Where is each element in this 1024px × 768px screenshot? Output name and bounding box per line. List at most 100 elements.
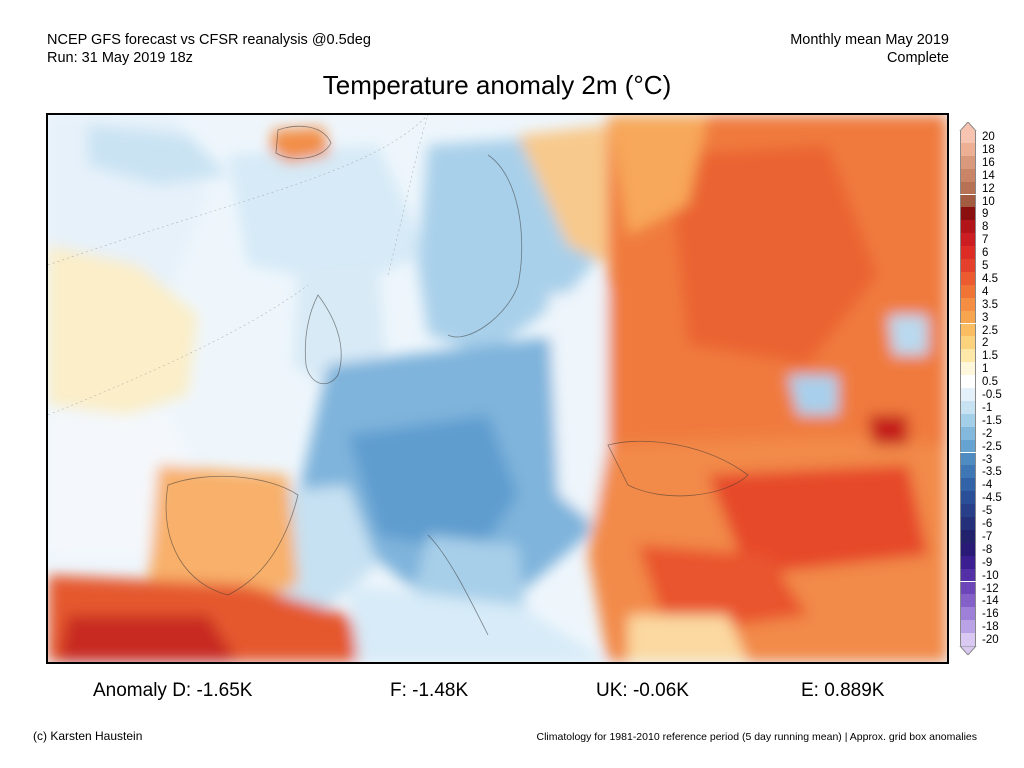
legend-label: -7 [982,530,993,543]
legend-label: 7 [982,234,989,247]
legend-label: 3 [982,311,989,324]
legend-arrow-top [959,122,977,131]
legend-label: 2 [982,337,989,350]
graticule-line-1 [48,115,429,266]
legend-label: -9 [982,556,993,569]
anomaly-field [48,115,947,662]
legend-swatch [960,439,976,453]
legend-swatch [960,607,976,621]
iberia-coast [165,475,299,596]
stat-france: F: -1.48K [390,680,469,701]
legend-label: 18 [982,143,995,156]
legend-label: -16 [982,608,999,621]
legend-swatch [960,568,976,582]
model-description: NCEP GFS forecast vs CFSR reanalysis @0.… [47,32,371,48]
completeness-status: Complete [886,50,949,66]
period-description: Monthly mean May 2019 [790,32,949,48]
iceland-coast [275,125,332,159]
legend-label: -2 [982,427,993,440]
legend-label: 3.5 [982,298,998,311]
aral-cool [888,315,928,355]
legend-swatch [960,155,976,169]
run-time: Run: 31 May 2019 18z [47,50,193,66]
iceland-warm [270,127,330,163]
legend-swatch [960,491,976,505]
anomaly-map [46,113,949,664]
legend-swatch [960,310,976,324]
russia-core-warm [668,145,878,365]
italy-coast [427,534,489,636]
legend-label: -3.5 [982,466,1002,479]
legend-label: 4 [982,285,989,298]
legend-label: -4.5 [982,492,1002,505]
legend-label: -2.5 [982,440,1002,453]
legend-label: 8 [982,221,989,234]
legend-label: 10 [982,195,995,208]
legend-swatch [960,529,976,543]
legend-label: 5 [982,260,989,272]
morocco-very-hot [58,615,238,662]
norwegian-sea-cool [228,145,428,285]
north-atlantic-cool [88,125,228,185]
legend-label: 9 [982,208,989,221]
black-sea-coast [607,440,749,497]
legend-swatch [960,465,976,479]
legend-label: -4 [982,479,993,492]
legend-label: -0.5 [982,389,1002,401]
legend-swatch [960,349,976,363]
legend-swatch [960,388,976,401]
stat-europe: E: 0.889K [801,680,885,701]
map-canvas [48,115,947,662]
stat-uk: UK: -0.06K [596,680,689,701]
legend-swatch [960,181,976,195]
legend-swatch [960,233,976,247]
britain-coast [304,294,342,385]
legend-label: -18 [982,621,999,634]
anatolia-hot [638,545,808,635]
legend-swatch [960,246,976,259]
legend-swatch [960,426,976,440]
legend-swatch [960,336,976,350]
legend-swatch [960,555,976,569]
graticule-line-2 [48,284,309,416]
scandinavia-coast [447,154,523,338]
coastlines [165,125,749,636]
iberia-warm [148,465,298,615]
legend-swatch [960,142,976,156]
stat-germany: Anomaly D: -1.65K [93,680,253,701]
legend-label: -12 [982,582,999,595]
legend-arrow-bottom [959,646,977,655]
legend-label: 0.5 [982,376,998,389]
legend-swatch [960,168,976,182]
legend-label: 1 [982,363,989,376]
legend-swatch [960,517,976,530]
kola-warm [608,115,708,235]
legend-label: 14 [982,169,995,182]
legend-swatch [960,620,976,634]
legend-swatch [960,633,976,646]
legend-label: 1.5 [982,350,998,363]
alps-cold [348,415,518,555]
legend-swatch [960,504,976,517]
kazakh-hotspot [868,415,908,445]
legend-label: -1 [982,401,993,414]
caspian-cool [788,375,838,415]
graticule [48,115,429,416]
legend-swatch [960,542,976,556]
legend-swatch [960,452,976,466]
legend-swatch [960,323,976,337]
legend-swatch [960,581,976,595]
legend-label: 16 [982,156,995,169]
legend-label: -20 [982,634,999,647]
legend-swatch [960,478,976,492]
central-med-cool [348,585,608,662]
legend-label: -10 [982,569,999,582]
legend-swatch [960,220,976,234]
legend-label: 4.5 [982,272,998,285]
egypt-mild [628,615,748,662]
legend-swatch [960,375,976,388]
legend-label: 12 [982,182,995,195]
legend-swatch [960,271,976,285]
caucasus-hot [708,465,928,575]
copyright: (c) Karsten Haustein [33,729,143,743]
